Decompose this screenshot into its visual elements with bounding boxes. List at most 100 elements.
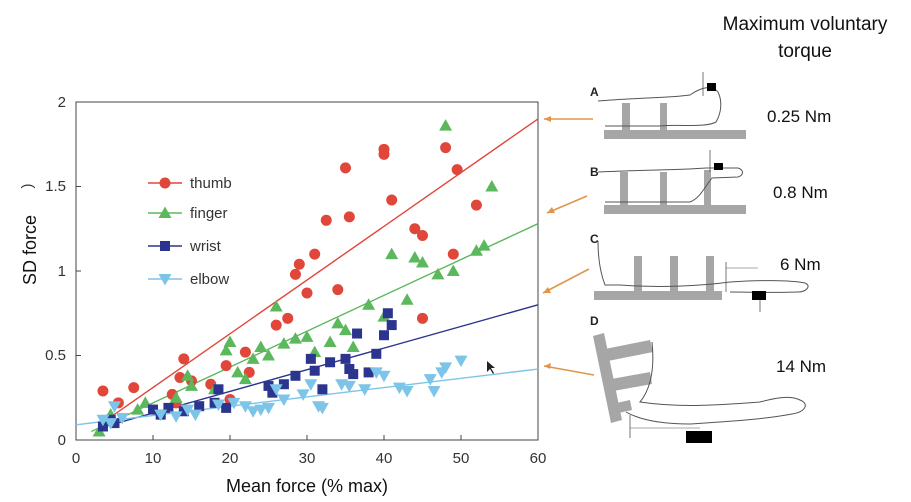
finger-point [131, 403, 145, 415]
device-post-c [706, 256, 714, 291]
finger-point [223, 335, 237, 347]
finger-point [169, 391, 183, 403]
wrist-point [382, 308, 393, 319]
thumb-point [282, 312, 294, 324]
legend-symbol-wrist [160, 241, 170, 251]
elbow-point [169, 411, 183, 423]
thumb-point [470, 199, 482, 211]
wrist-point [148, 404, 158, 415]
legend-label-thumb: thumb [190, 175, 232, 192]
thumb-point [178, 353, 190, 365]
x-tick-label: 60 [530, 450, 547, 467]
elbow-point [427, 385, 441, 398]
legend-label-elbow: elbow [190, 271, 229, 288]
elbow-point [115, 413, 129, 425]
panel-c: C 6 Nm [590, 232, 821, 312]
elbow-point [104, 418, 118, 430]
device-post-b [660, 172, 667, 205]
device-post-c [670, 256, 678, 291]
wrist-point [344, 364, 355, 375]
data-points [92, 119, 499, 437]
thumb-point [447, 248, 459, 260]
wrist-point [109, 418, 120, 429]
panel-letter-c: C [590, 232, 599, 246]
thumb-point [289, 268, 301, 280]
series-thumb [97, 142, 482, 409]
finger-point [400, 293, 414, 305]
device-post-c [634, 256, 642, 291]
wrist-point [278, 379, 289, 390]
elbow-point [269, 384, 283, 396]
thumb-point [293, 258, 305, 270]
finger-point [416, 256, 429, 268]
finger-point [446, 264, 460, 276]
thumb-point [378, 148, 390, 160]
force-sensor-a [707, 83, 716, 91]
elbow-point [304, 379, 318, 391]
hand-outline-b [597, 167, 743, 203]
finger-point [339, 323, 352, 336]
device-base-c [594, 291, 722, 300]
elbow-point [392, 382, 406, 395]
elbow-point [96, 414, 110, 427]
x-tick-label: 20 [222, 450, 239, 467]
header-line-2: torque [778, 41, 832, 62]
x-tick-label: 50 [453, 450, 470, 467]
x-tick-label: 0 [72, 450, 80, 467]
wrist-point [263, 380, 274, 391]
fit-line-elbow [75, 368, 539, 426]
thumb-point [386, 194, 398, 206]
legend-marker-elbow [158, 274, 172, 286]
device-arm-d [600, 340, 653, 362]
thumb-point [417, 230, 428, 242]
x-axis-title: Mean force (% max) [226, 476, 388, 496]
thumb-point [309, 248, 321, 260]
force-sensor-c [752, 291, 766, 300]
elbow-point [296, 389, 310, 401]
thumb-point [417, 312, 428, 324]
elbow-point [108, 401, 121, 413]
thumb-point [128, 382, 140, 394]
wrist-point [379, 330, 389, 341]
hand-outline-a [597, 87, 722, 127]
panel-b: B 0.8 Nm [590, 150, 828, 214]
device-base-a [604, 130, 746, 139]
x-tick-label: 40 [376, 450, 393, 467]
arrow-to-panel-b [546, 195, 588, 214]
elbow-point [238, 401, 252, 413]
panel-letter-b: B [590, 165, 599, 179]
finger-point [323, 335, 337, 347]
force-sensor-b [714, 163, 723, 170]
y-tick-label: 2 [58, 94, 66, 111]
torque-value-c: 6 Nm [780, 255, 821, 274]
finger-point [331, 316, 345, 329]
finger-point [219, 343, 233, 356]
y-axis-title: SD force [20, 215, 40, 285]
wrist-point [386, 320, 397, 331]
panel-letter-d: D [590, 314, 599, 328]
device-arm-d [606, 372, 652, 392]
thumb-point [239, 346, 251, 358]
finger-point [385, 247, 399, 260]
arrowhead-a [544, 116, 551, 122]
wrist-point [178, 406, 189, 417]
x-tick-label: 10 [145, 450, 162, 467]
wrist-point [213, 384, 224, 395]
y-tick-label: 1 [58, 263, 66, 280]
thumb-point [97, 385, 109, 397]
elbow-point [227, 397, 241, 410]
legend-label-wrist: wrist [189, 238, 222, 255]
wrist-point [325, 357, 336, 368]
wrist-point [290, 370, 301, 381]
panel-letter-a: A [590, 85, 599, 99]
fit-line-thumb [106, 118, 539, 421]
arrowhead-d [544, 363, 551, 369]
finger-point [246, 352, 260, 364]
cursor-icon [487, 361, 495, 374]
finger-point [185, 379, 198, 391]
finger-point [231, 365, 245, 378]
legend-marker-finger [158, 206, 172, 218]
elbow-point [277, 394, 291, 406]
wrist-point [363, 367, 374, 378]
finger-point [362, 298, 376, 310]
